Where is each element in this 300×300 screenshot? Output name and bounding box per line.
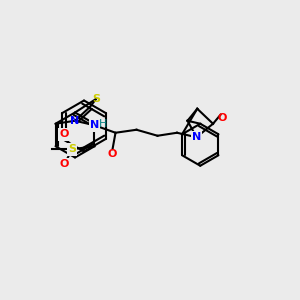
Text: H: H xyxy=(99,119,107,129)
Text: O: O xyxy=(108,149,117,159)
Text: N: N xyxy=(70,116,80,126)
Text: O: O xyxy=(217,113,227,123)
Text: S: S xyxy=(92,94,100,104)
Text: N: N xyxy=(192,132,201,142)
Text: O: O xyxy=(60,159,69,169)
Text: S: S xyxy=(68,144,76,154)
Text: O: O xyxy=(60,129,69,139)
Text: N: N xyxy=(90,120,99,130)
